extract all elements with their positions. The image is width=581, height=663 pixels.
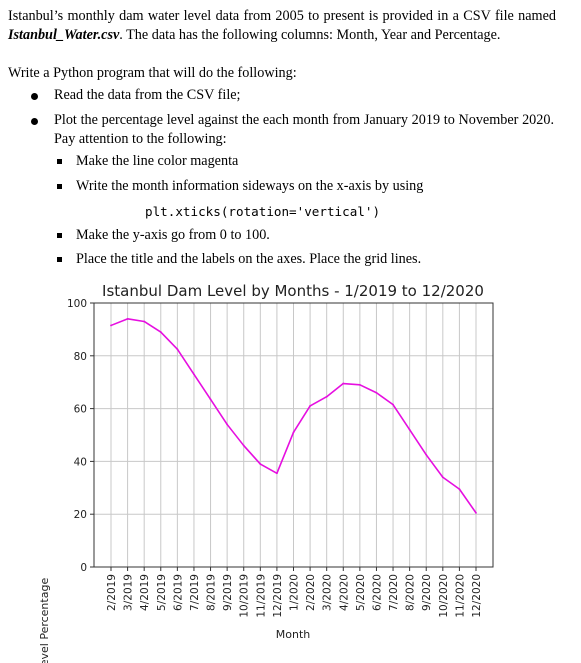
data-point [342,382,345,385]
sub-y-axis-range: Make the y-axis go from 0 to 100. [76,227,270,243]
data-point [226,423,229,426]
x-tick-label: 2/2020 [305,574,317,611]
sub-month-sideways: Write the month information sideways on … [76,178,424,194]
data-point [425,453,428,456]
sub-bullet-square-3 [57,233,62,238]
x-tick-label: 8/2020 [405,574,417,611]
data-point [358,383,361,386]
x-tick-label: 9/2020 [421,574,433,611]
sub-bullet-square-4 [57,257,62,262]
y-tick-label: 80 [74,351,87,363]
sub-line-color: Make the line color magenta [76,153,239,169]
data-point [292,431,295,434]
x-axis-label: Month [276,628,311,641]
grid-lines [94,302,493,568]
x-tick-label: 4/2020 [338,574,350,611]
x-tick-label: 11/2020 [454,574,466,618]
x-tick-label: 7/2019 [189,574,201,611]
x-tick-label: 7/2020 [388,574,400,611]
sub-bullet-square-2 [57,184,62,189]
x-tick-label: 10/2020 [438,574,450,618]
x-tick-label: 3/2019 [123,574,135,611]
y-tick-label: 0 [80,562,87,574]
bullet-dot-2 [31,118,38,125]
x-tick-label: 12/2020 [471,574,483,618]
data-point [441,476,444,479]
data-point [375,391,378,394]
data-point [458,488,461,491]
data-point [143,320,146,323]
x-tick-label: 12/2019 [272,574,284,618]
data-point [325,395,328,398]
data-point [475,511,477,514]
x-tick-label: 4/2019 [139,574,151,611]
plot-frame [93,302,494,568]
x-tick-label: 11/2019 [255,574,267,618]
x-tick-label: 5/2019 [156,574,168,611]
dam-level-chart: Istanbul Dam Level by Months - 1/2019 to… [38,282,494,663]
code-snippet: plt.xticks(rotation='vertical') [145,204,381,219]
data-point [209,398,212,401]
bullet-dot-1 [31,93,38,100]
data-point [193,373,195,376]
data-point [159,331,162,333]
y-tick-label: 20 [74,509,87,521]
data-point [176,348,179,351]
data-point [110,324,112,327]
data-point [259,463,262,465]
intro-text-2: . The data has the following columns: Mo… [119,26,501,43]
y-axis-label: Level Percentage [38,578,51,663]
intro-text-1: Istanbul’s monthly dam water level data … [8,8,556,24]
x-tick-label: 5/2020 [355,574,367,611]
data-point [309,405,311,407]
data-point [276,472,278,475]
x-tick-label: 2/2019 [106,574,118,611]
data-line [110,317,477,514]
y-tick-label: 100 [67,298,87,310]
intro-paragraph: Istanbul’s monthly dam water level data … [8,7,556,44]
data-point [126,317,129,320]
bullet-plot: Plot the percentage level against the ea… [54,112,554,147]
x-tick-label: 6/2020 [371,574,383,611]
y-tick-label: 60 [74,404,87,416]
task-statement: Write a Python program that will do the … [8,65,297,81]
bullet-read-data: Read the data from the CSV file; [54,87,241,103]
y-tick-label: 40 [74,456,87,468]
data-point [408,428,411,431]
chart-title: Istanbul Dam Level by Months - 1/2019 to… [102,282,484,300]
x-tick-label: 8/2019 [206,574,218,611]
x-tick-label: 3/2020 [322,574,334,611]
sub-bullet-square-1 [57,159,62,164]
x-tick-label: 9/2019 [222,574,234,611]
x-tick-label: 1/2020 [289,574,301,611]
x-tick-label: 6/2019 [172,574,184,611]
csv-filename: Istanbul_Water.csv [8,26,120,43]
sub-title-labels-grid: Place the title and the labels on the ax… [76,251,422,267]
x-tick-label: 10/2019 [239,574,251,618]
axis-ticks: 0 20 40 60 80 100 2/2019 3/2019 4/2019 5/2019 6/20… [67,298,483,618]
data-point [392,403,394,406]
data-point [242,444,245,447]
